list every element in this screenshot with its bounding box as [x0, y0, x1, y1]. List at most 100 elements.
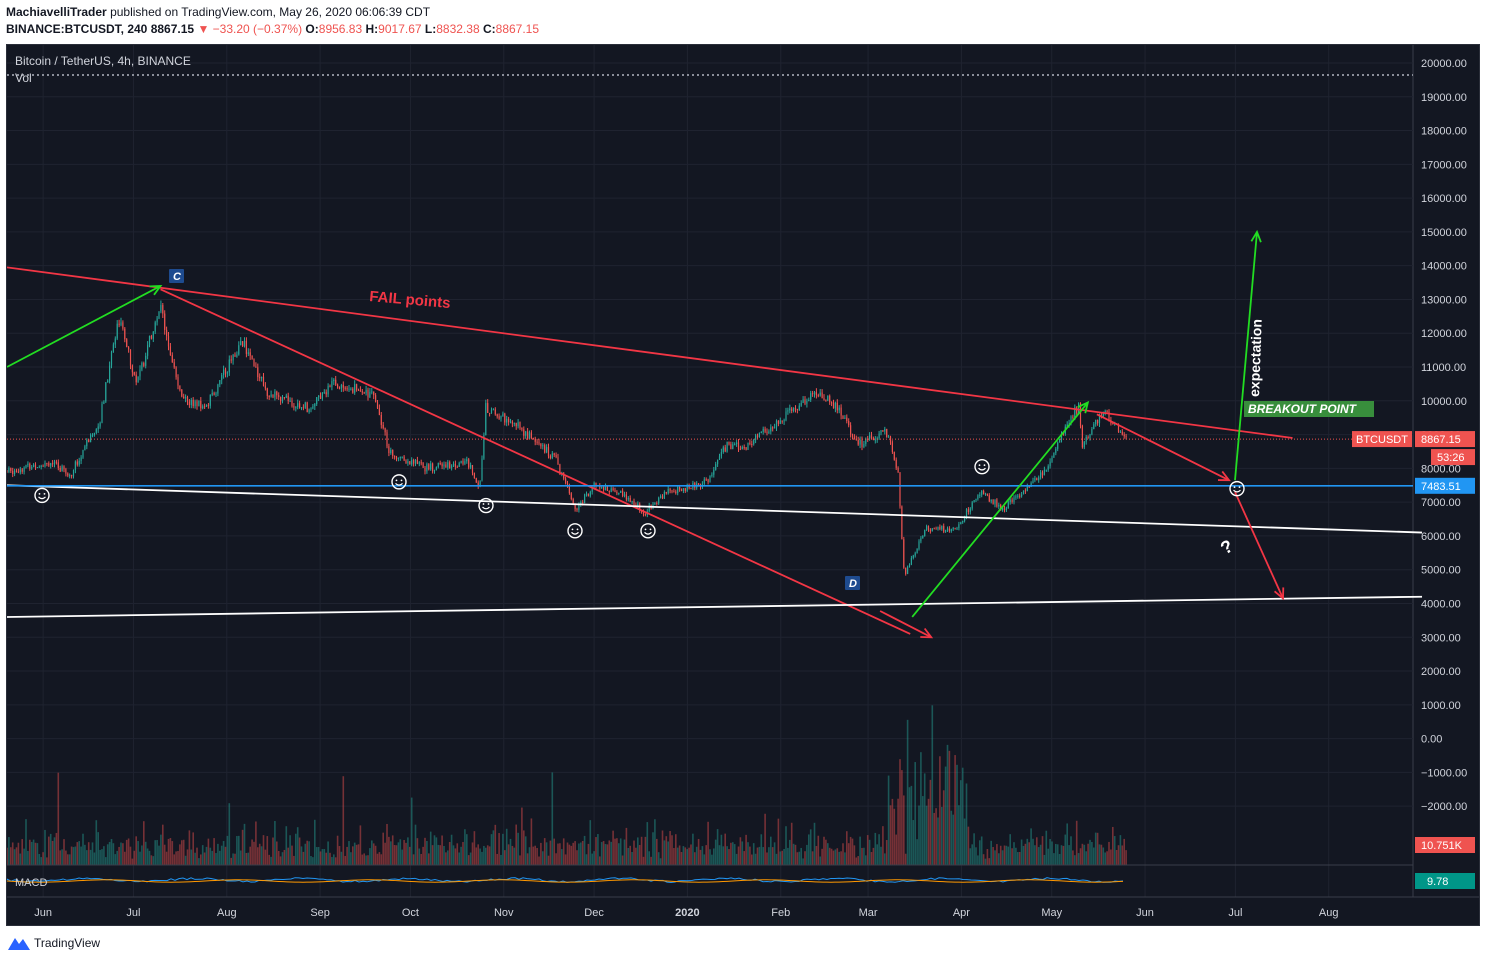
volume-bar: [114, 854, 117, 865]
volume-bar: [849, 836, 852, 865]
candle-body: [257, 367, 259, 378]
candle-body: [861, 439, 863, 448]
volume-bar: [922, 796, 924, 865]
smiley-mouth: [482, 506, 490, 510]
volume-bar: [652, 832, 654, 865]
volume-bar: [619, 838, 622, 865]
volume-bar: [296, 827, 299, 865]
volume-bar: [817, 835, 820, 865]
volume-bar: [1041, 836, 1044, 865]
candle-body: [306, 402, 308, 413]
candle-body: [424, 467, 426, 472]
candle-body: [956, 528, 958, 530]
volume-bar: [217, 843, 219, 865]
volume-bar: [314, 819, 316, 865]
candle-body: [574, 504, 576, 510]
candle-body: [101, 403, 103, 423]
x-tick-label: Nov: [494, 907, 514, 919]
volume-bar: [988, 858, 991, 865]
candle-body: [430, 463, 432, 470]
candle-body: [580, 501, 582, 505]
marker-d-box: [845, 576, 860, 590]
candle-body: [1112, 423, 1114, 425]
candle-body: [566, 483, 569, 486]
smiley-marker-icon: [1229, 480, 1245, 497]
candle-body: [747, 442, 749, 450]
candle-body: [242, 341, 244, 347]
candle-body: [496, 414, 498, 417]
candle-body: [137, 376, 139, 383]
volume-bar: [177, 851, 179, 865]
candle-body: [1074, 407, 1076, 418]
volume-bar: [110, 839, 113, 865]
volume-bar: [32, 839, 35, 865]
candle-body: [578, 504, 580, 510]
candle-body: [658, 497, 660, 504]
smiley-eye: [978, 464, 981, 467]
author-name[interactable]: MachiavelliTrader: [6, 5, 107, 19]
candle-body: [969, 508, 971, 512]
symbol-legend: Bitcoin / TetherUS, 4h, BINANCE: [15, 54, 191, 68]
candle-body: [967, 509, 969, 512]
volume-bar: [574, 841, 576, 865]
volume-bar: [1115, 849, 1118, 865]
candle-body: [1009, 499, 1011, 503]
price-chart[interactable]: 20000.00 19000.00 18000.00 17000.00 16000.00…: [7, 45, 1479, 925]
volume-bar: [445, 852, 447, 865]
volume-bar: [1102, 847, 1105, 865]
volume-bar: [980, 836, 983, 865]
volume-bar: [285, 826, 288, 865]
trendline-bottom-white-support: [7, 595, 1423, 618]
candle-body: [173, 362, 175, 368]
publish-header: MachiavelliTrader published on TradingVi…: [6, 5, 430, 19]
candle-body: [71, 475, 73, 477]
candle-body: [886, 428, 888, 438]
volume-bar: [49, 833, 52, 865]
candle-body: [762, 428, 764, 432]
candle-body: [338, 387, 341, 389]
volume-bar: [393, 845, 396, 865]
candle-body: [508, 418, 510, 422]
candle-body: [770, 427, 772, 432]
volume-bar: [581, 840, 584, 865]
volume-bar: [806, 844, 808, 865]
chart-panel[interactable]: 20000.00 19000.00 18000.00 17000.00 16000.00…: [6, 44, 1480, 926]
candle-body: [449, 462, 451, 469]
volume-bar: [291, 845, 293, 865]
volume-bar: [205, 846, 208, 865]
volume-bar: [372, 843, 375, 865]
volume-bar: [36, 843, 39, 865]
volume-bar: [821, 848, 823, 865]
volume-bar: [711, 854, 713, 865]
candle-body: [46, 463, 48, 465]
volume-bar: [454, 848, 457, 865]
volume-bar: [671, 835, 673, 865]
candle-body: [325, 392, 327, 395]
volume-bar: [667, 841, 669, 865]
volume-bar: [435, 837, 438, 865]
candle-body: [413, 460, 415, 464]
green-arrow-expectation: [1234, 229, 1262, 481]
volume-bar: [1104, 852, 1106, 865]
candle-body: [623, 494, 626, 496]
candle-body: [17, 471, 19, 473]
candle-body: [276, 391, 278, 396]
volume-bar: [414, 824, 417, 865]
candle-body: [709, 476, 711, 483]
x-tick-label: Apr: [953, 907, 970, 919]
candle-body: [829, 395, 831, 403]
candle-body: [1121, 431, 1123, 435]
volume-bar: [143, 821, 145, 865]
x-tick-label: Mar: [859, 907, 878, 919]
volume-bar: [659, 858, 662, 865]
x-tick-label: Sep: [310, 907, 330, 919]
candle-body: [34, 464, 37, 468]
candle-body: [295, 407, 297, 409]
smiley-mouth: [395, 482, 403, 486]
volume-bar: [640, 836, 643, 865]
volume-bar: [169, 838, 172, 865]
volume-bar: [597, 834, 599, 865]
volume-bar: [564, 854, 567, 865]
candle-body: [804, 399, 806, 404]
candle-body: [76, 461, 78, 465]
